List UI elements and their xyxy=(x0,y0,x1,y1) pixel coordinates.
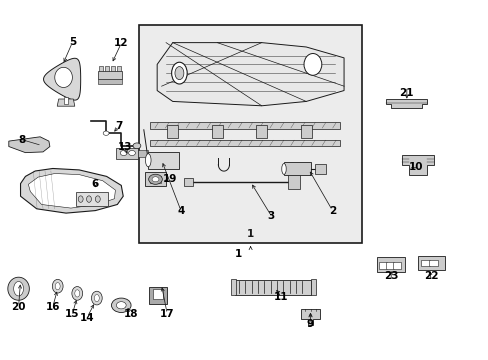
Polygon shape xyxy=(148,152,179,169)
Bar xyxy=(167,125,178,139)
Text: 20: 20 xyxy=(11,302,26,312)
Text: 23: 23 xyxy=(383,271,398,282)
Text: 21: 21 xyxy=(399,88,413,98)
Polygon shape xyxy=(386,99,427,108)
Circle shape xyxy=(152,177,159,182)
Bar xyxy=(376,257,404,272)
Polygon shape xyxy=(98,79,122,84)
Bar xyxy=(117,66,121,71)
Text: 15: 15 xyxy=(65,309,80,319)
Bar xyxy=(300,125,311,139)
Circle shape xyxy=(103,131,109,135)
Bar xyxy=(392,262,400,269)
Ellipse shape xyxy=(72,287,82,300)
Bar xyxy=(256,125,267,139)
Polygon shape xyxy=(284,162,310,175)
Circle shape xyxy=(116,302,126,309)
Bar xyxy=(111,66,115,71)
Ellipse shape xyxy=(95,196,100,202)
Text: 11: 11 xyxy=(273,292,288,302)
Bar xyxy=(149,176,161,183)
Bar xyxy=(417,256,444,270)
Ellipse shape xyxy=(145,154,151,167)
Bar xyxy=(314,163,325,174)
Polygon shape xyxy=(183,177,192,186)
Text: 18: 18 xyxy=(123,309,138,319)
Polygon shape xyxy=(55,67,72,87)
Bar xyxy=(144,172,166,186)
Bar xyxy=(420,260,429,266)
Polygon shape xyxy=(8,277,29,300)
Circle shape xyxy=(148,174,162,184)
Polygon shape xyxy=(138,150,148,157)
Bar xyxy=(148,287,167,304)
Polygon shape xyxy=(116,148,138,159)
Circle shape xyxy=(133,143,141,149)
Circle shape xyxy=(120,150,127,156)
Ellipse shape xyxy=(86,196,91,202)
Bar xyxy=(428,260,437,266)
Ellipse shape xyxy=(281,163,285,174)
Bar xyxy=(76,192,107,206)
Ellipse shape xyxy=(75,290,80,297)
Ellipse shape xyxy=(55,283,60,290)
Text: 12: 12 xyxy=(114,38,128,48)
Text: 3: 3 xyxy=(267,211,274,221)
Bar xyxy=(235,280,310,295)
Text: 4: 4 xyxy=(177,206,184,216)
Text: 13: 13 xyxy=(117,142,132,152)
Polygon shape xyxy=(157,42,344,106)
Text: 22: 22 xyxy=(423,271,438,282)
Bar xyxy=(139,25,361,243)
Polygon shape xyxy=(402,155,433,175)
Ellipse shape xyxy=(171,62,187,84)
Bar xyxy=(386,262,393,269)
Text: 1: 1 xyxy=(246,229,254,239)
Circle shape xyxy=(111,298,131,312)
Polygon shape xyxy=(14,282,23,296)
Text: 17: 17 xyxy=(160,309,174,319)
Polygon shape xyxy=(20,168,123,213)
Text: 9: 9 xyxy=(306,319,313,329)
Text: 1: 1 xyxy=(235,249,242,259)
Text: 16: 16 xyxy=(45,302,60,312)
Text: 5: 5 xyxy=(69,37,76,48)
Bar xyxy=(105,66,109,71)
Bar xyxy=(311,279,315,295)
Text: 19: 19 xyxy=(163,174,177,184)
Bar xyxy=(152,289,163,299)
Polygon shape xyxy=(150,122,339,129)
Ellipse shape xyxy=(52,279,63,293)
Bar xyxy=(99,66,103,71)
Polygon shape xyxy=(300,309,320,325)
Polygon shape xyxy=(43,58,81,100)
Polygon shape xyxy=(9,137,50,153)
Text: 10: 10 xyxy=(407,162,422,172)
Bar xyxy=(379,262,386,269)
Polygon shape xyxy=(28,174,115,208)
Bar xyxy=(231,279,236,295)
Ellipse shape xyxy=(304,54,321,75)
Text: 8: 8 xyxy=(19,135,25,145)
Ellipse shape xyxy=(94,294,99,302)
Text: 14: 14 xyxy=(80,312,94,323)
Bar xyxy=(63,97,68,104)
Polygon shape xyxy=(150,140,339,146)
Polygon shape xyxy=(98,71,122,79)
Text: 6: 6 xyxy=(92,179,99,189)
Ellipse shape xyxy=(91,291,102,305)
Text: 7: 7 xyxy=(115,121,122,131)
Polygon shape xyxy=(57,99,75,106)
Ellipse shape xyxy=(175,67,183,80)
Circle shape xyxy=(128,150,135,156)
Text: 2: 2 xyxy=(328,206,335,216)
Polygon shape xyxy=(288,175,299,189)
Ellipse shape xyxy=(78,196,83,202)
Bar xyxy=(211,125,223,139)
